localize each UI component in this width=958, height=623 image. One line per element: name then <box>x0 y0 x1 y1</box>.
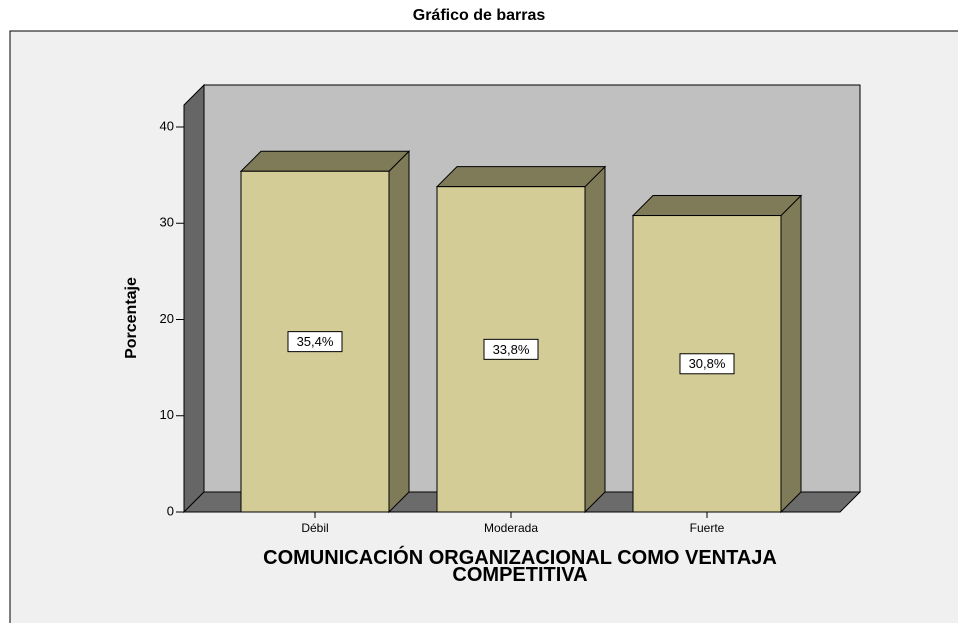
y-tick-label: 0 <box>167 503 174 518</box>
left-wall <box>183 83 205 514</box>
bar-top <box>631 195 803 217</box>
value-label-box <box>483 338 539 360</box>
value-label: 33,8% <box>493 342 530 357</box>
y-tick-label: 30 <box>160 215 174 230</box>
y-axis-label: Porcentaje <box>123 277 140 359</box>
y-tick-label: 10 <box>160 407 174 422</box>
bar-top <box>435 166 607 188</box>
value-label: 30,8% <box>689 356 726 371</box>
bar-side <box>584 165 606 514</box>
bar-top <box>239 150 411 172</box>
x-tick-label: Débil <box>301 521 328 535</box>
bar-side <box>780 194 802 514</box>
x-tick-label: Moderada <box>484 521 538 535</box>
value-label-box <box>679 353 735 375</box>
value-label: 35,4% <box>297 334 334 349</box>
bar-side <box>388 150 410 514</box>
y-tick-label: 40 <box>160 118 174 133</box>
x-axis-label: COMUNICACIÓN ORGANIZACIONAL COMO VENTAJA… <box>263 547 777 586</box>
chart-title: Gráfico de barras <box>413 7 546 24</box>
x-tick-label: Fuerte <box>690 521 725 535</box>
y-tick-label: 20 <box>160 311 174 326</box>
value-label-box <box>287 331 343 353</box>
